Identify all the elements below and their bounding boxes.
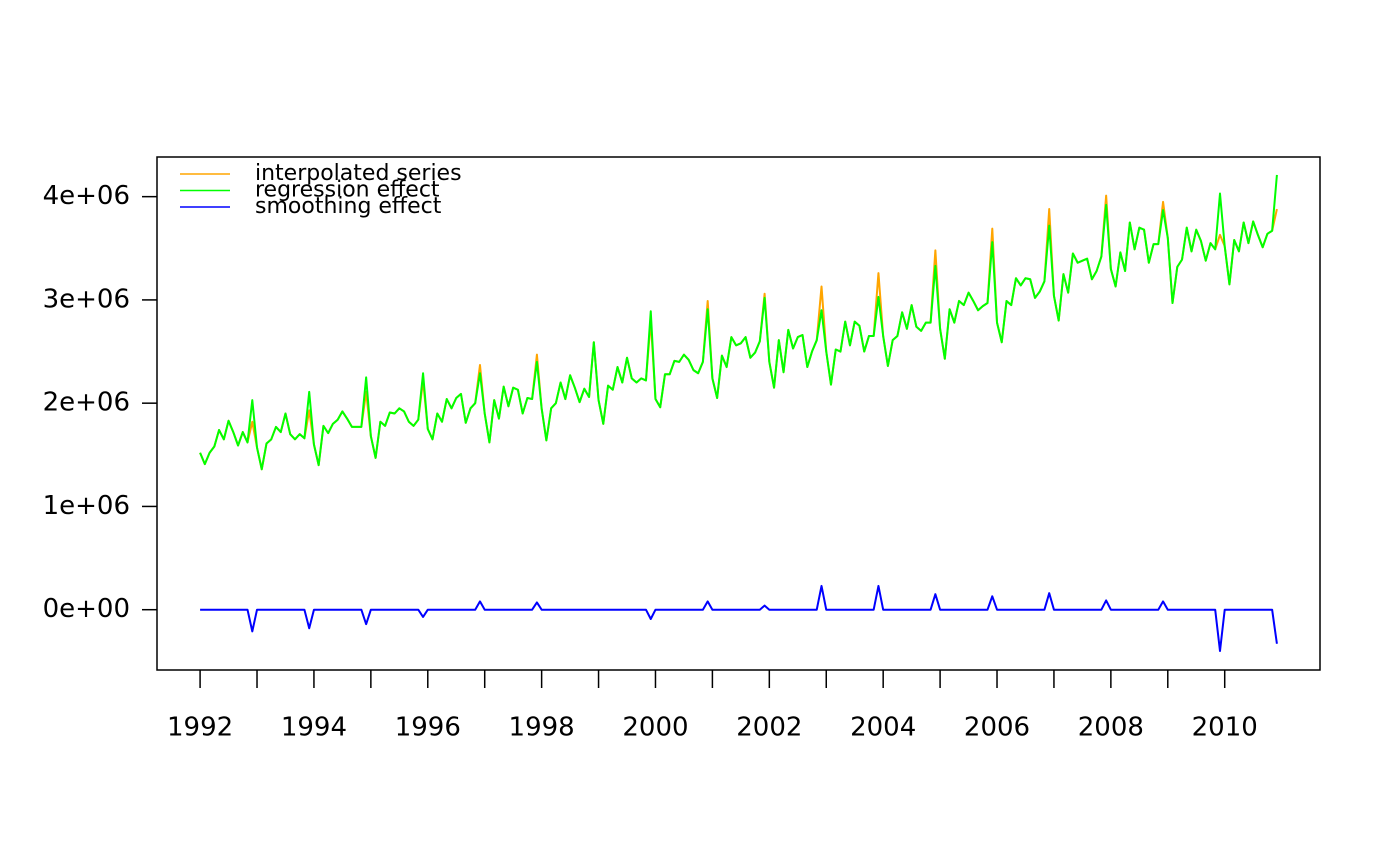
x-tick-label: 1998 xyxy=(509,713,575,743)
x-tick-label: 2000 xyxy=(622,713,688,743)
series-line xyxy=(200,584,1278,652)
y-tick-label: 0e+00 xyxy=(43,594,130,624)
legend-label: smoothing effect xyxy=(255,194,442,219)
x-tick-label: 2004 xyxy=(850,713,916,743)
y-tick-label: 3e+06 xyxy=(43,284,130,314)
x-tick-label: 2002 xyxy=(736,713,802,743)
legend-label: regression effect xyxy=(255,178,440,203)
series-line xyxy=(199,174,1278,471)
x-tick-label: 2006 xyxy=(964,713,1030,743)
plot-box xyxy=(156,156,1321,671)
x-tick-label: 1994 xyxy=(281,713,347,743)
x-tick-label: 1992 xyxy=(167,713,233,743)
y-tick-label: 2e+06 xyxy=(43,388,130,418)
x-tick-label: 1996 xyxy=(395,713,461,743)
x-tick-label: 2010 xyxy=(1192,713,1258,743)
y-tick-label: 4e+06 xyxy=(43,181,130,211)
y-tick-label: 1e+06 xyxy=(43,491,130,521)
x-tick-label: 2008 xyxy=(1078,713,1144,743)
legend-label: interpolated series xyxy=(255,161,462,186)
